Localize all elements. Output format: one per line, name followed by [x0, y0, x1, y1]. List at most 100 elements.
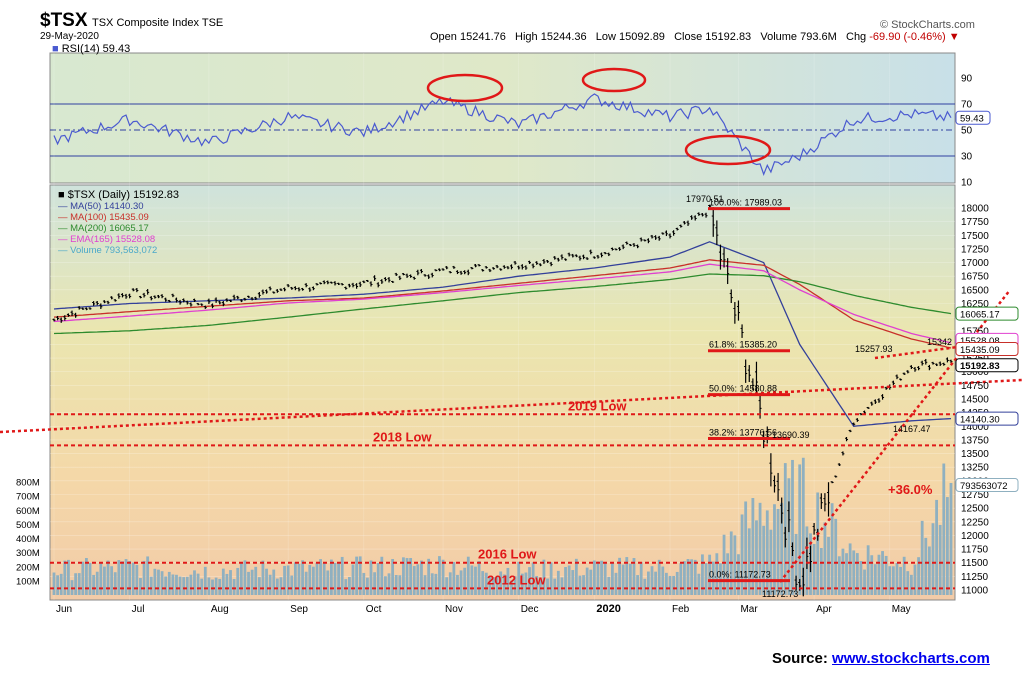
volume-bar — [243, 560, 247, 595]
price-tick-label: 11500 — [961, 558, 989, 569]
volume-bar — [178, 576, 182, 595]
volume-bar — [402, 557, 405, 595]
volume-bar — [510, 580, 513, 595]
low-label: Low — [595, 31, 616, 43]
volume-bar — [708, 554, 712, 595]
volume-bar — [149, 576, 153, 595]
rsi-highlight-circle — [684, 134, 772, 166]
volume-bar — [884, 555, 888, 595]
volume-bar — [556, 570, 560, 595]
volume-bar — [812, 543, 816, 595]
volume-bar — [697, 573, 701, 595]
volume-bar — [185, 576, 189, 595]
volume-label: Volume — [760, 31, 798, 43]
volume-bar — [250, 569, 254, 595]
volume-bar — [704, 563, 708, 595]
volume-bar — [286, 565, 290, 595]
volume-bar — [59, 573, 63, 595]
month-label: Apr — [816, 604, 832, 615]
legend-item-label: Volume 793,563,072 — [67, 245, 158, 256]
value-tag-box — [955, 478, 1019, 492]
volume-bar — [74, 573, 78, 595]
value-tag: 15192.83 — [960, 361, 1000, 372]
volume-bar — [261, 560, 265, 595]
volume-bar — [221, 568, 225, 595]
rebound-high-label: 15257.93 — [855, 344, 893, 354]
volume-bar — [895, 562, 899, 595]
volume-bar — [823, 522, 827, 595]
volume-bar — [873, 564, 877, 595]
volume-bar — [416, 564, 420, 595]
volume-bar — [672, 575, 676, 595]
volume-bar — [574, 558, 578, 595]
volume-bar — [344, 579, 348, 595]
volume-bar — [362, 572, 366, 595]
volume-bar — [315, 562, 319, 595]
legend-item-label: MA(200) 16065.17 — [67, 223, 149, 234]
volume-tick-label: 800M — [16, 478, 40, 489]
volume-bar — [776, 508, 780, 595]
volume-bar — [866, 545, 870, 595]
volume-bar — [499, 571, 503, 595]
source-link[interactable]: www.stockcharts.com — [832, 650, 990, 667]
volume-bar — [888, 566, 892, 595]
source-footer: Source: www.stockcharts.com — [772, 650, 990, 667]
volume-bar — [272, 569, 276, 595]
volume-bar — [765, 510, 769, 595]
volume-bar — [791, 459, 794, 595]
volume-bar — [384, 576, 387, 595]
fib-label: 61.8%: 15385.20 — [709, 340, 777, 350]
volume-tick-label: 400M — [16, 534, 40, 545]
volume-bar — [459, 570, 463, 595]
price-tick-label: 18000 — [961, 204, 989, 215]
volume-bar — [67, 559, 70, 595]
volume-bar — [470, 565, 474, 595]
price-tick-label: 15000 — [961, 367, 989, 378]
volume-bar — [474, 566, 477, 595]
volume-bar — [200, 578, 204, 595]
volume-bar — [369, 560, 373, 595]
volume-bar — [340, 556, 344, 595]
volume-bar — [845, 553, 848, 595]
rsi-panel-bg — [49, 52, 956, 184]
volume-bar — [391, 559, 395, 595]
volume-bar — [297, 563, 301, 595]
volume-bar — [196, 573, 200, 595]
volume-bar — [769, 529, 773, 595]
volume-bar — [668, 575, 672, 595]
volume-bar — [535, 575, 539, 595]
volume-bar — [740, 514, 744, 595]
legend-swatch: — — [58, 212, 68, 223]
price-tick-label: 11250 — [961, 572, 989, 583]
volume-bar — [870, 555, 874, 595]
volume-bar — [780, 502, 784, 595]
volume-bar — [333, 562, 337, 595]
volume-bar — [193, 570, 196, 595]
high-value: 15244.36 — [540, 31, 587, 43]
volume-bar — [88, 562, 92, 595]
volume-bar — [351, 564, 355, 595]
price-panel-bg — [49, 184, 956, 601]
legend-item: — MA(100) 15435.09 — [58, 212, 179, 223]
low-label: 11172.73 — [762, 589, 798, 599]
volume-bar — [628, 563, 632, 595]
volume-bar — [121, 561, 124, 595]
rsi-label: RSI(14) 59.43 — [61, 43, 131, 55]
volume-bar — [203, 566, 207, 595]
volume-tick-label: 600M — [16, 506, 40, 517]
rsi-tick-label: 70 — [961, 100, 973, 111]
volume-bar — [683, 561, 686, 595]
support-level-label: 2018 Low — [373, 429, 432, 444]
volume-bar — [265, 568, 268, 595]
volume-bar — [722, 534, 726, 595]
fib-label: 0.0%: 11172.73 — [709, 570, 771, 580]
volume-bar — [103, 566, 106, 595]
volume-bar — [420, 560, 423, 595]
moving-averages — [53, 241, 952, 427]
high-label: High — [515, 31, 538, 43]
volume-bar — [171, 574, 175, 595]
volume-bar — [679, 563, 683, 595]
legend-item-label: MA(100) 15435.09 — [67, 212, 149, 223]
volume-bar — [632, 558, 636, 595]
volume-bar — [301, 560, 304, 595]
